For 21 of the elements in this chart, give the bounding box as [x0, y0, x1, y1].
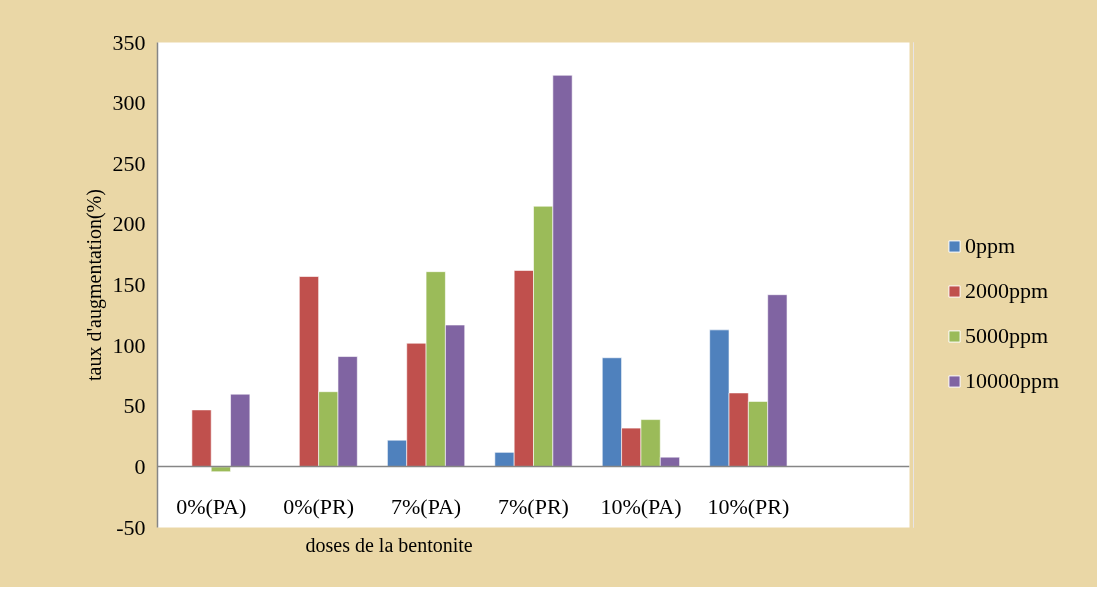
legend-label: 5000ppm: [965, 323, 1049, 349]
legend-label: 10000ppm: [965, 368, 1060, 394]
y-tick-label: 100: [112, 332, 146, 358]
x-tick-label: 7%(PR): [498, 493, 569, 519]
x-tick-label: 0%(PA): [176, 493, 247, 519]
x-axis-title: doses de la bentonite: [305, 533, 473, 556]
y-tick-label: 350: [112, 29, 146, 55]
x-tick-label: 0%(PR): [283, 493, 355, 519]
y-tick-label: 300: [112, 90, 146, 116]
x-tick-label: 10%(PR): [707, 493, 790, 519]
y-axis-title: taux d'augmentation(%): [82, 189, 106, 381]
legend-label: 2000ppm: [965, 278, 1049, 304]
x-tick-label: 7%(PA): [391, 493, 462, 519]
x-tick-label: 10%(PA): [600, 493, 682, 519]
y-tick-label: 50: [123, 393, 146, 419]
y-tick-label: 250: [112, 150, 146, 176]
legend-label: 0ppm: [965, 233, 1016, 259]
y-tick-label: 200: [112, 211, 146, 237]
y-tick-label: 150: [112, 272, 146, 297]
y-tick-label: 0: [134, 453, 146, 479]
y-tick-label: -50: [116, 514, 146, 540]
